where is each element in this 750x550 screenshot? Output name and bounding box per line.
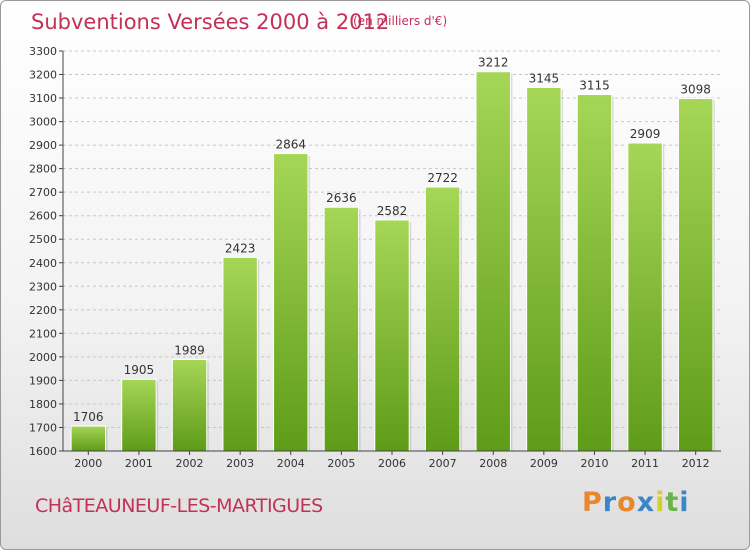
brand-letter: i [655, 487, 666, 518]
brand-letter: t [665, 487, 680, 518]
value-label: 1989 [174, 343, 205, 357]
bar-2001 [121, 378, 157, 452]
y-tick-label: 3100 [29, 92, 57, 105]
y-tick-label: 2100 [29, 327, 57, 340]
bar-2012 [677, 98, 714, 452]
x-tick-label: 2003 [226, 457, 254, 470]
value-label: 3212 [478, 56, 509, 70]
y-tick-label: 1600 [29, 445, 57, 458]
value-label: 3098 [680, 83, 711, 97]
y-tick-label: 3300 [29, 45, 57, 58]
brand-letter: x [636, 487, 656, 518]
x-tick-label: 2008 [479, 457, 507, 470]
value-label: 2722 [427, 171, 458, 185]
x-tick-label: 2011 [631, 457, 659, 470]
brand-letter: i [679, 487, 690, 518]
y-tick-label: 2900 [29, 139, 57, 152]
value-label: 3145 [529, 71, 560, 85]
y-tick-label: 2600 [29, 210, 57, 223]
brand-letter: r [602, 487, 618, 518]
y-tick-label: 2000 [29, 351, 57, 364]
x-tick-label: 2004 [277, 457, 305, 470]
y-tick-label: 2300 [29, 280, 57, 293]
y-tick-label: 3000 [29, 116, 57, 129]
y-tick-label: 1700 [29, 421, 57, 434]
x-tick-label: 2000 [74, 457, 102, 470]
bar-2006 [374, 219, 410, 452]
city-name: CHâTEAUNEUF-LES-MARTIGUES [35, 495, 323, 517]
chart-title: Subventions Versées 2000 à 2012 [31, 10, 390, 34]
brand-letter: P [582, 487, 603, 518]
bar-2000 [70, 425, 107, 452]
bar-2011 [627, 142, 663, 452]
labels-group: 1600 1700 1800 1900 2000 2100 2200 2300 2400 2500… [29, 45, 711, 470]
bar-2003 [222, 256, 258, 452]
y-tick-label: 2400 [29, 257, 57, 270]
y-tick-label: 2800 [29, 163, 57, 176]
x-tick-label: 2009 [530, 457, 558, 470]
value-label: 1905 [124, 363, 155, 377]
brand-letter: o [617, 487, 637, 518]
y-tick-label: 1800 [29, 398, 57, 411]
axes [59, 50, 721, 455]
bar-2007 [424, 186, 461, 452]
value-label: 2582 [377, 204, 408, 218]
x-tick-label: 2007 [429, 457, 457, 470]
bar-2005 [323, 206, 360, 452]
bars-group [70, 71, 715, 452]
x-tick-label: 2005 [327, 457, 355, 470]
bar-2009 [526, 86, 562, 452]
bar-2002 [171, 358, 208, 452]
y-tick-label: 1900 [29, 374, 57, 387]
value-label: 1706 [73, 410, 104, 424]
value-label: 3115 [579, 79, 610, 93]
x-tick-label: 2001 [125, 457, 153, 470]
bar-2010 [576, 94, 613, 452]
y-tick-label: 2200 [29, 304, 57, 317]
brand-logo[interactable]: Proxiti [582, 487, 690, 518]
value-label: 2423 [225, 241, 256, 255]
y-tick-label: 2500 [29, 233, 57, 246]
x-tick-label: 2010 [580, 457, 608, 470]
x-tick-label: 2012 [682, 457, 710, 470]
bar-2004 [273, 153, 309, 452]
bar-2008 [475, 71, 511, 452]
value-label: 2636 [326, 191, 357, 205]
value-label: 2864 [275, 138, 306, 152]
y-tick-label: 2700 [29, 186, 57, 199]
chart-subtitle: (en milliers d'€) [353, 14, 448, 28]
value-label: 2909 [630, 127, 661, 141]
y-tick-label: 3200 [29, 69, 57, 82]
x-tick-label: 2002 [176, 457, 204, 470]
x-tick-label: 2006 [378, 457, 406, 470]
